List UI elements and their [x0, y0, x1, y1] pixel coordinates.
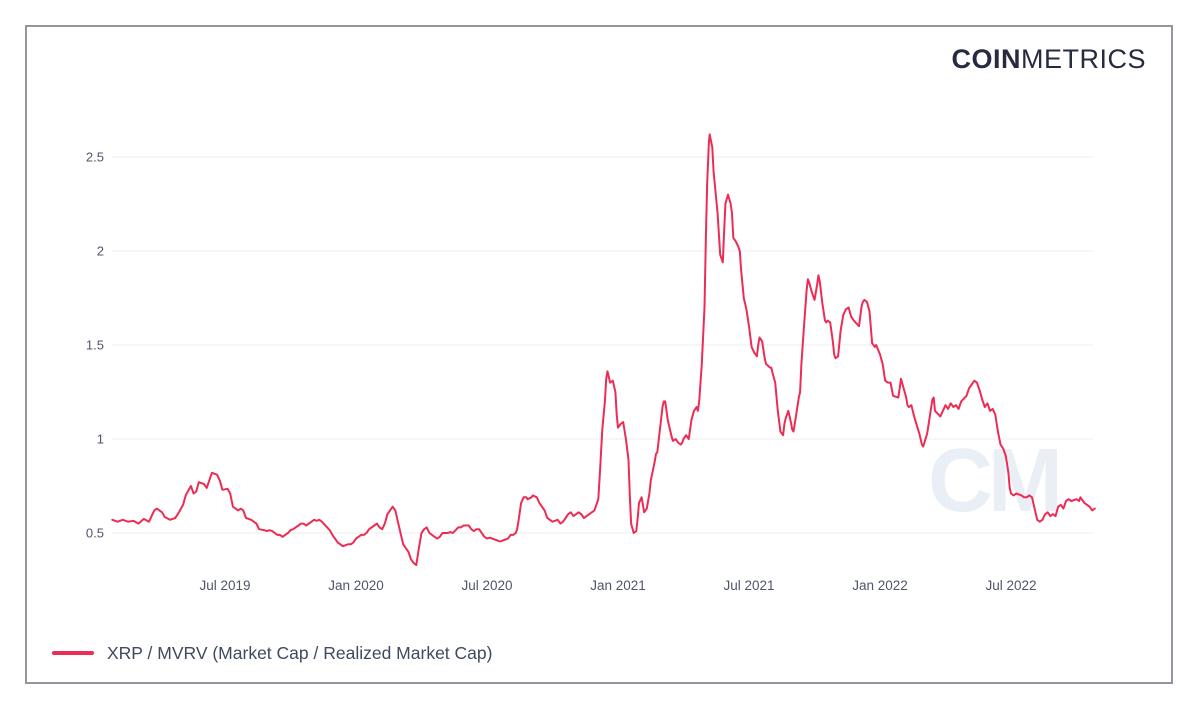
y-tick-label: 2.5	[86, 150, 104, 165]
x-tick-label: Jan 2020	[328, 578, 384, 593]
x-axis-labels-group: Jul 2019 Jan 2020 Jul 2020 Jan 2021 Jul 2021…	[199, 578, 1036, 593]
legend-item-xrp-mvrv[interactable]: XRP / MVRV (Market Cap / Realized Market…	[52, 642, 493, 663]
x-tick-label: Jul 2021	[723, 578, 774, 593]
chart-card	[25, 25, 1173, 684]
x-tick-label: Jan 2021	[590, 578, 646, 593]
logo-metrics-text: METRICS	[1021, 44, 1146, 74]
logo-coin-text: COIN	[951, 44, 1021, 74]
xrp-mvrv-line-series	[111, 133, 1096, 566]
legend-line-swatch	[52, 651, 94, 655]
coinmetrics-logo: COINMETRICS	[952, 44, 1147, 75]
x-tick-label: Jul 2019	[199, 578, 250, 593]
coinmetrics-watermark-icon: CM	[928, 431, 1063, 531]
y-axis-labels-group: 0.5 1 1.5 2 2.5	[86, 150, 104, 541]
gridlines-group	[112, 156, 1093, 534]
x-tick-label: Jul 2022	[985, 578, 1036, 593]
x-tick-label: Jan 2022	[852, 578, 908, 593]
y-tick-label: 1	[97, 432, 104, 447]
x-tick-label: Jul 2020	[461, 578, 512, 593]
y-tick-label: 2	[97, 244, 104, 259]
y-tick-label: 1.5	[86, 338, 104, 353]
legend-label: XRP / MVRV (Market Cap / Realized Market…	[107, 642, 493, 663]
y-tick-label: 0.5	[86, 526, 104, 541]
